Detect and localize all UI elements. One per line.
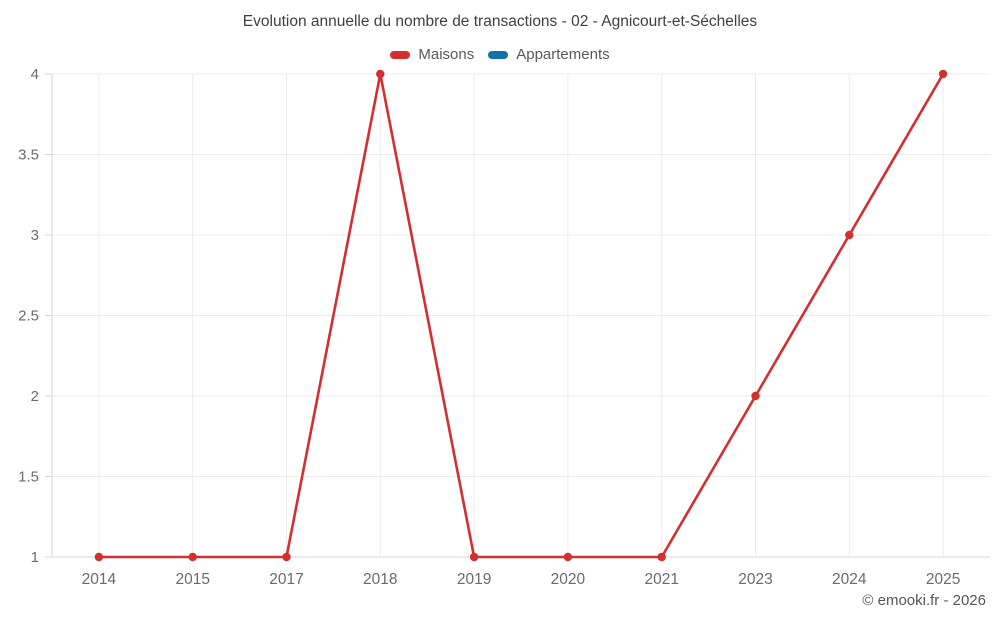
y-axis-label: 3.5 bbox=[18, 147, 39, 164]
x-axis-label: 2024 bbox=[832, 571, 867, 588]
y-axis-label: 2 bbox=[31, 388, 39, 405]
data-point-maisons bbox=[94, 552, 104, 562]
y-axis-label: 4 bbox=[31, 66, 39, 83]
series-line-maisons bbox=[97, 72, 945, 559]
x-axis-label: 2015 bbox=[175, 571, 209, 588]
x-axis-label: 2025 bbox=[926, 571, 960, 588]
legend-item-maisons[interactable]: Maisons bbox=[390, 46, 474, 63]
legend-label-maisons: Maisons bbox=[418, 46, 475, 63]
data-point-maisons bbox=[376, 69, 385, 79]
x-axis-label: 2021 bbox=[644, 571, 678, 588]
data-point-maisons bbox=[845, 230, 854, 240]
y-axis-label: 2.5 bbox=[18, 308, 39, 325]
x-axis-label: 2017 bbox=[269, 571, 303, 588]
data-point-maisons bbox=[469, 552, 479, 562]
data-point-maisons bbox=[938, 69, 948, 79]
data-point-maisons bbox=[657, 552, 666, 562]
copyright-text: © emooki.fr - 2026 bbox=[862, 592, 986, 609]
data-point-maisons bbox=[188, 552, 197, 562]
data-point-maisons bbox=[751, 391, 760, 401]
chart-title: Evolution annuelle du nombre de transact… bbox=[242, 13, 758, 30]
data-point-maisons bbox=[282, 552, 291, 562]
y-axis-label: 3 bbox=[31, 227, 39, 244]
x-axis-label: 2020 bbox=[551, 571, 586, 588]
x-axis-label: 2014 bbox=[82, 571, 117, 588]
maisons-swatch-icon bbox=[390, 50, 411, 59]
x-axis-label: 2018 bbox=[363, 571, 397, 588]
y-axis-label: 1.5 bbox=[18, 469, 39, 486]
legend: Maisons Appartements bbox=[0, 46, 1000, 63]
legend-item-appartements[interactable]: Appartements bbox=[488, 46, 610, 63]
x-axis-label: 2019 bbox=[457, 571, 491, 588]
data-point-maisons bbox=[563, 552, 573, 562]
y-axis-label: 1 bbox=[31, 549, 39, 566]
x-axis-label: 2023 bbox=[738, 571, 772, 588]
appartements-swatch-icon bbox=[488, 50, 509, 59]
legend-label-appartements: Appartements bbox=[516, 46, 610, 63]
